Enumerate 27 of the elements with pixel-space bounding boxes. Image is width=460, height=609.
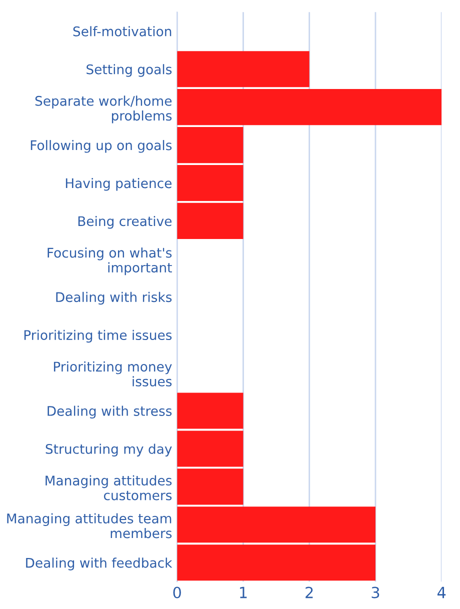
y-tick-label: Focusing on what's important bbox=[48, 248, 172, 276]
y-tick-label: Managing attitudes customers bbox=[46, 475, 172, 500]
bar bbox=[177, 164, 244, 202]
bar bbox=[177, 89, 442, 126]
y-tick-label: Being creative bbox=[78, 216, 172, 229]
bar bbox=[177, 202, 244, 239]
y-tick-label: Prioritizing time issues bbox=[24, 330, 172, 343]
x-tick-label: 4 bbox=[437, 586, 446, 598]
y-tick-label: Dealing with risks bbox=[56, 292, 172, 305]
bar bbox=[177, 51, 310, 88]
y-tick-label: Following up on goals bbox=[30, 140, 172, 153]
y-tick-label: Structuring my day bbox=[46, 444, 172, 456]
y-tick-label: Having patience bbox=[66, 178, 172, 191]
y-tick-label: Managing attitudes team members bbox=[7, 513, 172, 538]
x-tick-label: 2 bbox=[306, 586, 313, 598]
y-tick-label: Dealing with feedback bbox=[26, 558, 172, 570]
y-tick-label: Self-motivation bbox=[73, 26, 172, 36]
y-tick-label: Separate work/home problems bbox=[35, 96, 172, 124]
x-tick-label: 3 bbox=[372, 586, 380, 598]
x-tick-label: 0 bbox=[173, 586, 181, 598]
y-tick-label: Dealing with stress bbox=[48, 406, 172, 419]
y-tick-label: Setting goals bbox=[86, 64, 172, 77]
bar bbox=[177, 544, 376, 581]
x-tick-label: 1 bbox=[240, 586, 247, 598]
y-tick-label: Prioritizing money issues bbox=[54, 361, 172, 386]
bar bbox=[177, 127, 244, 164]
bar bbox=[177, 506, 376, 543]
